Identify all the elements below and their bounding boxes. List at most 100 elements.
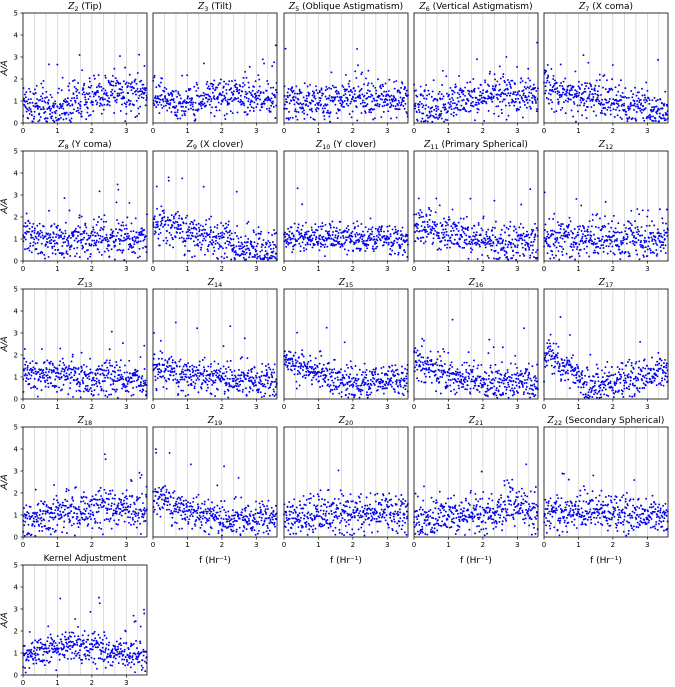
data-point	[528, 105, 531, 108]
data-point	[126, 235, 128, 238]
data-point	[585, 237, 588, 240]
data-point	[445, 230, 448, 233]
data-point	[98, 237, 101, 240]
data-point	[521, 238, 524, 241]
data-point	[366, 103, 369, 106]
data-point	[594, 251, 597, 254]
data-point	[85, 92, 88, 95]
data-point	[312, 231, 314, 234]
data-point	[338, 92, 341, 95]
data-point	[80, 215, 83, 218]
data-point	[118, 94, 121, 97]
data-point	[595, 242, 598, 245]
data-point	[25, 377, 28, 380]
data-point	[249, 109, 251, 112]
data-point	[68, 234, 71, 237]
data-point	[418, 111, 421, 114]
data-point	[553, 212, 556, 215]
data-point	[108, 359, 111, 362]
data-point	[40, 82, 43, 85]
data-point	[190, 107, 192, 110]
data-point	[183, 99, 186, 102]
data-point	[638, 258, 641, 261]
data-point	[96, 221, 99, 223]
data-point	[368, 236, 371, 239]
data-point	[425, 235, 428, 238]
data-point	[258, 237, 261, 240]
data-point	[128, 237, 131, 240]
data-point	[162, 375, 165, 378]
data-point	[431, 225, 434, 228]
data-point	[393, 252, 396, 255]
data-point	[247, 247, 250, 250]
data-point	[212, 231, 215, 234]
data-point	[169, 374, 172, 377]
data-point	[535, 90, 538, 92]
data-point	[102, 220, 105, 223]
data-point	[663, 104, 665, 107]
data-point	[583, 104, 585, 107]
data-point	[634, 86, 636, 89]
data-point	[85, 226, 88, 229]
data-point	[565, 225, 568, 228]
data-point	[165, 100, 168, 103]
data-point	[62, 368, 64, 371]
data-point	[261, 106, 264, 109]
data-point	[434, 211, 437, 214]
data-point	[33, 93, 36, 96]
data-point	[568, 216, 571, 219]
data-point	[244, 70, 247, 73]
data-point	[112, 235, 115, 238]
data-point	[423, 220, 426, 223]
data-point	[659, 232, 662, 235]
data-point	[106, 366, 109, 369]
y-tick-label: 3	[14, 330, 18, 338]
data-point	[592, 243, 595, 246]
data-point	[530, 228, 533, 231]
data-point	[628, 255, 631, 257]
data-point	[249, 253, 251, 256]
data-point	[595, 114, 598, 117]
data-point	[274, 117, 277, 119]
data-point	[302, 247, 305, 250]
data-point	[217, 96, 219, 99]
data-point	[648, 102, 651, 105]
data-point	[589, 99, 592, 102]
data-point	[393, 232, 395, 235]
data-point	[114, 77, 117, 80]
data-point	[495, 105, 498, 108]
data-point	[55, 385, 58, 388]
data-point	[597, 252, 600, 255]
data-point	[480, 239, 483, 241]
data-point	[525, 87, 527, 90]
data-point	[311, 110, 314, 113]
data-point	[257, 97, 260, 100]
data-point	[69, 248, 71, 251]
data-point	[292, 248, 295, 251]
x-tick-label: 2	[481, 127, 485, 135]
data-point	[339, 220, 342, 223]
data-point	[357, 85, 360, 88]
x-tick-label: 3	[124, 127, 128, 135]
data-point	[88, 77, 91, 80]
data-point	[432, 241, 435, 244]
data-point	[324, 107, 326, 110]
data-point	[253, 241, 256, 244]
data-point	[231, 244, 233, 247]
data-point	[65, 111, 68, 114]
data-point	[231, 80, 233, 83]
data-point	[300, 91, 303, 94]
data-point	[427, 233, 430, 236]
data-point	[589, 237, 592, 239]
data-point	[480, 227, 483, 230]
data-point	[464, 94, 466, 97]
data-point	[110, 393, 113, 396]
data-point	[285, 238, 287, 241]
data-point	[54, 248, 57, 251]
x-tick-label: 3	[254, 265, 258, 273]
data-point	[246, 113, 249, 116]
data-point	[637, 97, 640, 100]
data-point	[69, 255, 72, 257]
data-point	[648, 237, 650, 239]
data-point	[273, 232, 276, 235]
